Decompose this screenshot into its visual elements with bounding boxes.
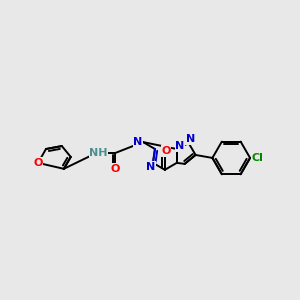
Text: O: O <box>33 158 43 168</box>
Text: NH: NH <box>89 148 108 158</box>
Text: Cl: Cl <box>251 153 263 163</box>
Text: O: O <box>161 146 170 156</box>
Text: N: N <box>134 137 143 147</box>
Text: N: N <box>175 141 184 151</box>
Text: N: N <box>186 134 195 144</box>
Text: N: N <box>146 162 156 172</box>
Text: O: O <box>111 164 120 174</box>
